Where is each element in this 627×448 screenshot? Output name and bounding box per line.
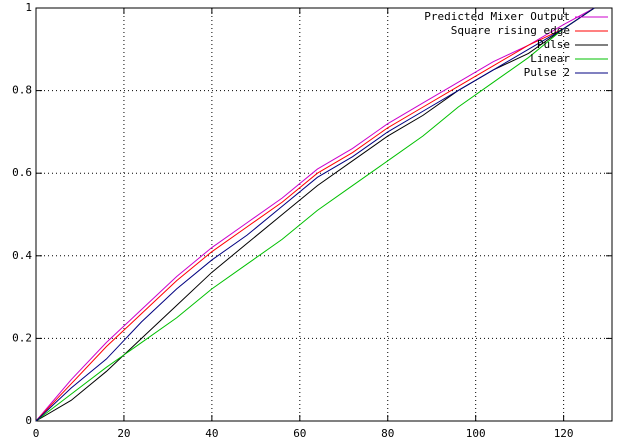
y-tick-label: 0.2 bbox=[12, 331, 32, 344]
line-series bbox=[35, 7, 595, 422]
line-series bbox=[35, 7, 595, 422]
y-tick-label: 0.6 bbox=[12, 166, 32, 179]
x-tick-label: 60 bbox=[293, 427, 306, 440]
x-tick-label: 120 bbox=[554, 427, 574, 440]
y-tick-label: 0.4 bbox=[12, 249, 32, 262]
line-series bbox=[35, 7, 595, 422]
plot-border bbox=[35, 7, 613, 422]
y-tick-label: 1 bbox=[25, 1, 32, 14]
x-tick-label: 80 bbox=[381, 427, 394, 440]
legend-label: Pulse bbox=[537, 38, 570, 51]
legend-label: Pulse 2 bbox=[524, 66, 570, 79]
legend-label: Predicted Mixer Output bbox=[424, 10, 570, 23]
line-series bbox=[35, 7, 595, 422]
legend-label: Linear bbox=[530, 52, 570, 65]
legend-label: Square rising edge bbox=[451, 24, 570, 37]
y-tick-label: 0 bbox=[25, 414, 32, 427]
x-tick-label: 40 bbox=[205, 427, 218, 440]
x-tick-label: 100 bbox=[466, 427, 486, 440]
line-series bbox=[35, 7, 595, 422]
y-tick-label: 0.8 bbox=[12, 84, 32, 97]
x-tick-label: 0 bbox=[33, 427, 40, 440]
x-tick-label: 20 bbox=[117, 427, 130, 440]
